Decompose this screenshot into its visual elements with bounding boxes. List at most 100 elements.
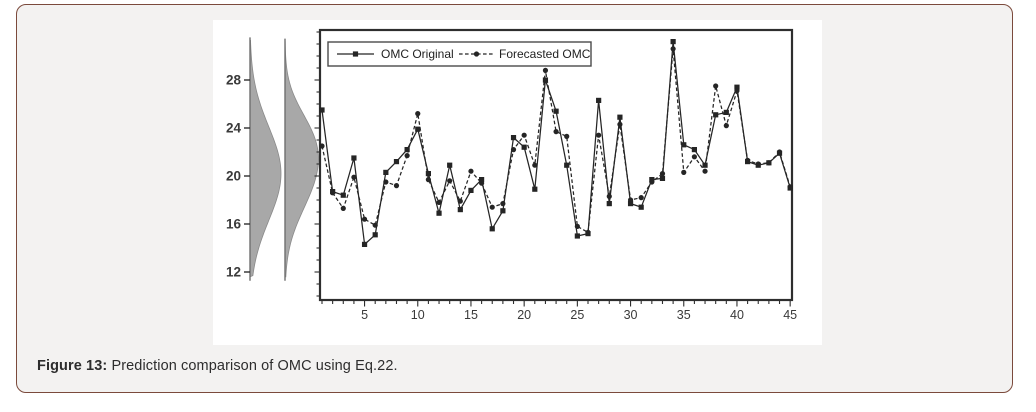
data-point-circle — [745, 157, 751, 163]
data-point-square — [436, 210, 442, 216]
data-point-square — [617, 114, 623, 120]
data-point-circle — [553, 129, 559, 135]
data-point-circle — [649, 179, 655, 185]
legend-label-forecasted-omc: Forecasted OMC — [499, 47, 591, 61]
data-point-circle — [447, 178, 453, 184]
x-tick-label: 40 — [730, 308, 744, 322]
data-point-square — [681, 142, 687, 148]
data-point-circle — [659, 171, 666, 177]
data-point-square — [489, 226, 495, 232]
data-point-circle — [691, 154, 697, 160]
data-point-square — [702, 162, 708, 168]
x-tick-label: 20 — [517, 308, 531, 322]
data-point-circle — [564, 133, 570, 139]
y-tick-label: 24 — [226, 121, 242, 136]
omc-chart: 12 16 20 24 28 5 10 15 20 25 30 35 40 45 OMC Original F… — [226, 28, 797, 322]
data-point-square — [510, 135, 517, 141]
data-point-circle — [574, 223, 580, 229]
data-point-square — [319, 107, 325, 113]
data-point-circle — [404, 153, 410, 159]
data-point-circle — [361, 216, 368, 222]
data-point-square — [532, 186, 538, 192]
data-point-square — [606, 201, 612, 207]
series-omc-original — [319, 39, 793, 247]
series-forecasted-omc — [319, 46, 793, 235]
data-point-circle — [713, 83, 719, 89]
data-point-circle — [351, 174, 357, 180]
figure-caption-label: Figure 13: — [37, 358, 108, 374]
data-point-square — [415, 126, 421, 132]
figure-caption: Figure 13: Prediction comparison of OMC … — [37, 358, 398, 374]
x-tick-label: 45 — [783, 308, 797, 322]
data-point-square — [659, 175, 666, 181]
figure-caption-text: Prediction comparison of OMC using Eq.22… — [111, 358, 398, 374]
data-point-square — [627, 201, 634, 207]
data-point-square — [574, 233, 580, 239]
data-point-circle — [681, 169, 687, 175]
data-point-square — [521, 144, 527, 150]
data-point-square — [553, 108, 559, 114]
figure-image: 12 16 20 24 28 5 10 15 20 25 30 35 40 45 OMC Original F… — [213, 20, 822, 345]
density-shape — [284, 41, 319, 278]
data-point-circle — [627, 197, 634, 203]
data-point-square — [393, 159, 400, 165]
data-point-square — [383, 169, 389, 175]
data-point-circle — [468, 168, 474, 174]
data-point-square — [340, 192, 346, 198]
x-axis: 5 10 15 20 25 30 35 40 45 — [321, 301, 797, 322]
data-point-circle — [415, 111, 421, 117]
data-point-square — [638, 204, 644, 210]
legend-label-omc-original: OMC Original — [381, 47, 454, 61]
data-point-circle — [330, 190, 336, 196]
legend-marker-circle — [473, 51, 480, 57]
x-tick-label: 25 — [570, 308, 584, 322]
y-axis: 12 16 20 24 28 — [226, 31, 319, 297]
x-tick-label: 15 — [464, 308, 478, 322]
marginal-density-plot — [249, 37, 319, 281]
data-point-circle — [606, 193, 612, 199]
series-line — [321, 48, 791, 234]
data-point-circle — [585, 229, 591, 235]
data-point-circle — [542, 67, 549, 73]
data-point-square — [691, 147, 697, 153]
data-point-square — [404, 147, 410, 153]
data-point-square — [723, 109, 729, 115]
data-point-circle — [723, 123, 729, 129]
data-point-circle — [734, 88, 740, 94]
data-point-circle — [532, 162, 538, 168]
y-tick-label: 28 — [226, 73, 242, 88]
data-point-circle — [596, 132, 602, 138]
chart-legend: OMC Original Forecasted OMC — [327, 41, 592, 67]
x-tick-label: 35 — [677, 308, 691, 322]
data-point-square — [500, 208, 506, 214]
data-point-square — [564, 162, 570, 168]
data-point-square — [372, 232, 378, 238]
data-point-circle — [521, 132, 527, 138]
data-point-square — [447, 162, 453, 168]
data-point-square — [479, 177, 485, 183]
data-point-square — [457, 207, 463, 213]
series-line — [321, 40, 791, 246]
data-point-circle — [479, 180, 485, 186]
density-shape — [249, 40, 282, 278]
data-point-square — [351, 155, 357, 161]
plot-border — [318, 28, 794, 302]
data-point-circle — [436, 199, 442, 205]
data-point-circle — [617, 121, 623, 127]
y-tick-label: 12 — [226, 265, 241, 280]
data-point-circle — [776, 149, 783, 155]
data-point-square — [596, 97, 602, 103]
x-tick-label: 10 — [411, 308, 425, 322]
data-point-circle — [340, 205, 346, 211]
data-point-square — [425, 171, 431, 177]
data-point-circle — [393, 183, 400, 189]
x-tick-label: 30 — [624, 308, 638, 322]
y-tick-label: 16 — [226, 217, 242, 232]
data-point-circle — [500, 201, 506, 207]
data-point-square — [734, 84, 740, 90]
data-point-circle — [766, 160, 772, 166]
data-point-circle — [383, 179, 389, 185]
data-point-circle — [457, 198, 463, 204]
data-point-square — [713, 112, 719, 118]
